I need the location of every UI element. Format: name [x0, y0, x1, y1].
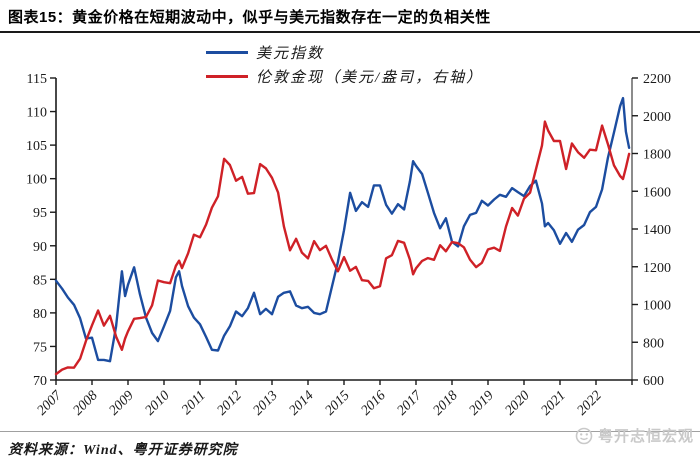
legend-label-dxy: 美元指数 — [256, 45, 325, 62]
chart-area: 70 75 80 85 90 95 100 105 110 115 600 800 1000 1200 14… — [26, 72, 671, 419]
left-tick-label: 75 — [33, 340, 47, 355]
x-tick-label: 2014 — [286, 388, 316, 418]
x-tick-label: 2007 — [34, 388, 65, 419]
left-tick-label: 115 — [27, 72, 47, 87]
legend-label-gold: 伦敦金现（美元/盎司，右轴） — [256, 69, 484, 86]
watermark-text: 粤开志恒宏观 — [597, 428, 694, 445]
x-tick-label: 2009 — [106, 388, 136, 418]
gold-line-swatch — [206, 74, 248, 78]
right-tick-label: 600 — [643, 374, 664, 389]
right-tick-label: 2000 — [643, 110, 671, 125]
x-tick-label: 2011 — [179, 388, 209, 418]
right-tick-label: 800 — [643, 336, 664, 351]
right-tick-label: 1400 — [643, 223, 671, 238]
x-tick-label: 2013 — [250, 388, 280, 418]
right-tick-label: 1600 — [643, 185, 671, 200]
x-tick-label: 2008 — [70, 388, 100, 418]
left-tick-label: 100 — [26, 173, 47, 188]
x-tick-label: 2018 — [430, 388, 460, 418]
left-tick-label: 110 — [27, 106, 47, 121]
source-note: 资料来源：Wind、粤开证券研究院 — [8, 443, 238, 458]
left-tick-label: 85 — [33, 273, 47, 288]
right-tick-label: 1000 — [643, 299, 671, 314]
legend-item-dxy: 美元指数 — [206, 40, 483, 64]
left-tick-label: 105 — [26, 139, 47, 154]
right-tick-label: 2200 — [643, 72, 671, 87]
figure-title: 图表15：黄金价格在短期波动中，似乎与美元指数存在一定的负相关性 — [8, 9, 491, 26]
x-tick-label: 2020 — [502, 388, 532, 418]
dxy-line-swatch — [206, 50, 248, 54]
x-tick-label: 2015 — [322, 388, 352, 418]
right-tick-label: 1200 — [643, 261, 671, 276]
x-tick-label: 2022 — [574, 388, 604, 418]
wechat-watermark-icon — [575, 427, 593, 444]
x-tick-label: 2019 — [466, 388, 496, 418]
legend-item-gold: 伦敦金现（美元/盎司，右轴） — [206, 64, 483, 88]
footer-divider — [0, 431, 700, 432]
right-tick-label: 1800 — [643, 148, 671, 163]
chart-legend: 美元指数 伦敦金现（美元/盎司，右轴） — [206, 40, 483, 88]
title-underline — [0, 0, 700, 33]
x-tick-label: 2016 — [358, 388, 388, 418]
watermark: 粤开志恒宏观 — [574, 425, 694, 446]
gold-series-line — [54, 120, 631, 376]
x-tick-label: 2010 — [142, 388, 172, 418]
left-tick-label: 80 — [33, 307, 47, 322]
x-tick-label: 2021 — [538, 388, 568, 418]
dxy-series-line — [54, 96, 631, 363]
left-tick-label: 70 — [33, 374, 47, 389]
x-tick-label: 2017 — [394, 388, 425, 419]
left-tick-label: 90 — [33, 240, 47, 255]
left-tick-label: 95 — [33, 206, 47, 221]
x-tick-label: 2012 — [214, 388, 244, 418]
